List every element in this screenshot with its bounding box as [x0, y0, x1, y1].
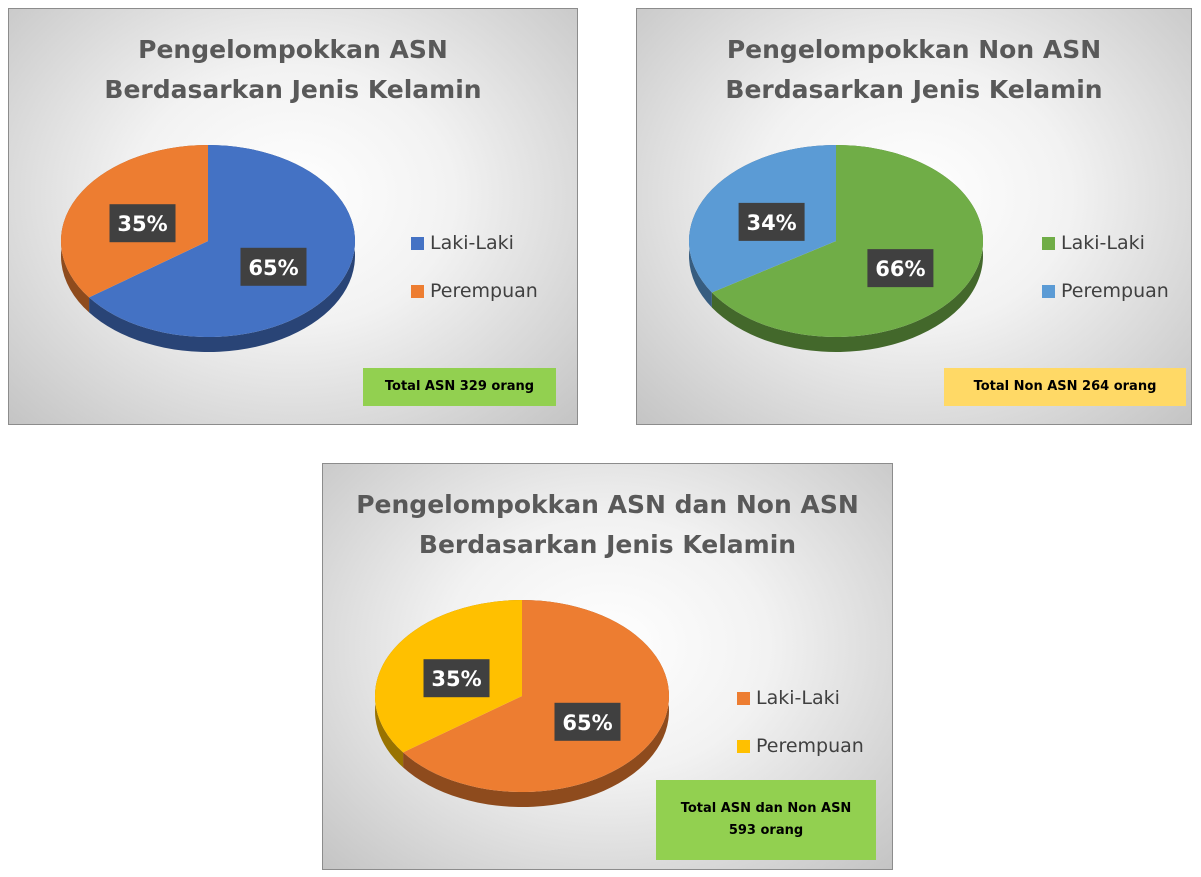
- data-label: 65%: [248, 256, 298, 280]
- label-box: [109, 204, 176, 243]
- chart-title: Berdasarkan Jenis Kelamin: [104, 75, 482, 104]
- chart-panel: 65% 35% Pengelompokkan ASN dan Non ASN Berd…: [322, 463, 893, 870]
- chart-title: Pengelompokkan Non ASN: [726, 35, 1102, 64]
- pie-slice: [711, 145, 983, 337]
- chart-title: Pengelompokkan ASN dan Non ASN: [356, 490, 859, 519]
- total-note: Total ASN dan Non ASN 593 orang: [656, 780, 876, 860]
- pie-chart: 66% 34%: [689, 145, 983, 352]
- legend-item: Laki-Laki: [411, 219, 538, 267]
- label-box: [423, 659, 490, 698]
- legend-label: Perempuan: [430, 280, 538, 302]
- total-note: Total Non ASN 264 orang: [944, 368, 1186, 406]
- label-box: [738, 202, 805, 241]
- label-box: [240, 247, 307, 286]
- chart-title: Berdasarkan Jenis Kelamin: [725, 75, 1103, 104]
- legend-swatch: [411, 236, 424, 250]
- legend-item: Perempuan: [411, 267, 538, 315]
- legend-item: Perempuan: [1042, 267, 1169, 315]
- legend-item: Laki-Laki: [737, 674, 864, 722]
- legend-item: Perempuan: [737, 722, 864, 770]
- legend-label: Laki-Laki: [430, 232, 514, 254]
- chart-title: Pengelompokkan ASN: [138, 35, 448, 64]
- total-note: Total ASN 329 orang: [363, 368, 556, 406]
- chart-panel: 66% 34% Pengelompokkan Non ASN Berdasarkan …: [636, 8, 1192, 425]
- legend-swatch: [1042, 236, 1055, 250]
- legend-swatch: [737, 691, 750, 705]
- legend-swatch: [737, 739, 750, 753]
- legend: Laki-Laki Perempuan: [411, 219, 538, 315]
- data-label: 65%: [562, 711, 612, 735]
- legend: Laki-Laki Perempuan: [1042, 219, 1169, 315]
- legend-item: Laki-Laki: [1042, 219, 1169, 267]
- data-label: 34%: [746, 211, 796, 235]
- pie-slice: [89, 145, 355, 337]
- legend-label: Laki-Laki: [756, 687, 840, 709]
- legend: Laki-Laki Perempuan: [737, 674, 864, 770]
- legend-swatch: [1042, 284, 1055, 298]
- pie-chart: 65% 35%: [60, 145, 355, 352]
- label-box: [867, 249, 934, 288]
- legend-label: Laki-Laki: [1061, 232, 1145, 254]
- data-label: 35%: [117, 212, 167, 236]
- data-label: 66%: [875, 257, 925, 281]
- pie-slice: [403, 600, 669, 792]
- pie-chart: 65% 35%: [374, 600, 669, 807]
- chart-panel: 65% 35% Pengelompokkan ASN Berdasarkan Jeni…: [8, 8, 578, 425]
- legend-label: Perempuan: [1061, 280, 1169, 302]
- data-label: 35%: [431, 667, 481, 691]
- legend-label: Perempuan: [756, 735, 864, 757]
- label-box: [554, 702, 621, 741]
- legend-swatch: [411, 284, 424, 298]
- chart-title: Berdasarkan Jenis Kelamin: [418, 530, 797, 559]
